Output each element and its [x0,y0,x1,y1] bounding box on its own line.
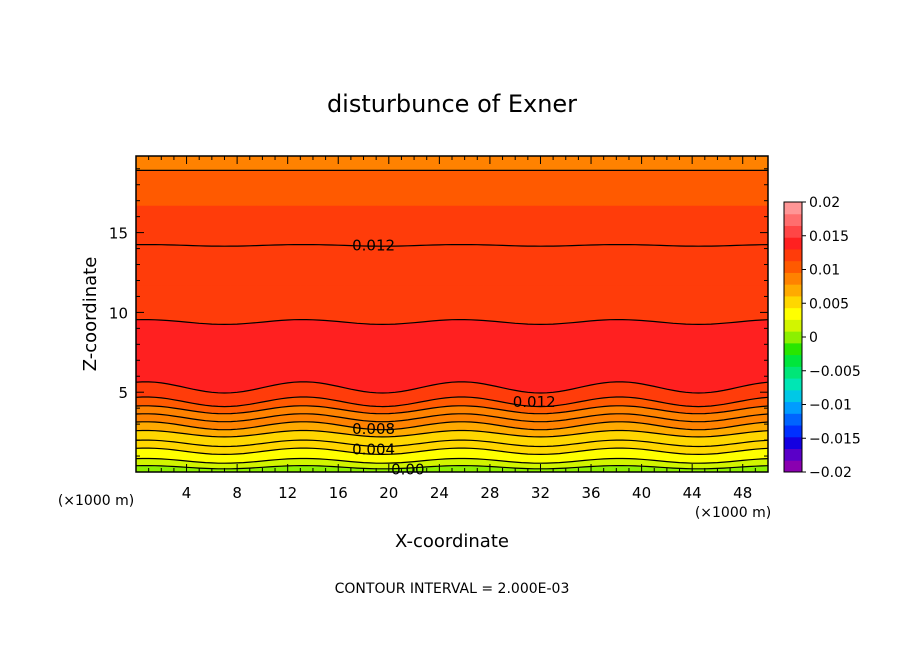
contour-line-0 [135,465,769,470]
contour-band-11 [135,285,769,325]
colorbar-cell [784,237,802,250]
x-tick-label: 12 [278,484,297,502]
x-tick-label: 8 [232,484,242,502]
contour-band-13 [135,205,769,247]
colorbar-cell [784,225,802,238]
contour-label-2: 0.008 [352,420,395,438]
colorbar-tick-label: 0 [809,330,818,346]
contour-interval-note: CONTOUR INTERVAL = 2.000E-03 [335,581,570,597]
colorbar-ticks: 0.02 0.015 0.01 0.005 0 −0.005 −0.01 −0.015 −0.0… [802,195,861,481]
colorbar-cell [784,460,802,473]
x-tick-label: 36 [581,484,600,502]
colorbar-cells [784,202,802,473]
chart-title: disturbunce of Exner [327,90,577,118]
contour-line-8 [135,396,769,408]
y-axis-label: Z-coordinate [80,257,101,372]
colorbar-cell [784,319,802,332]
contour-label-0: 0.012 [352,236,395,254]
contour-label-3: 0.004 [352,441,395,459]
contour-line-7 [135,405,769,415]
colorbar-cell [784,389,802,403]
contour-band-12 [135,244,769,286]
colorbar-tick-label: −0.02 [809,465,852,481]
contour-line-3 [135,439,769,448]
x-tick-label: 40 [632,484,651,502]
contour-lines [135,169,769,470]
colorbar-cell [784,342,802,356]
x-tick-label: 48 [733,484,752,502]
colorbar-cell [784,366,802,379]
colorbar-cell [784,295,802,309]
colorbar-cell [784,354,802,367]
y-tick-label: 15 [109,225,128,243]
colorbar-cell [784,248,802,262]
colorbar-tick-label: 0.01 [809,263,840,279]
y-tick-label: 10 [109,304,128,322]
contour-line-1 [135,457,769,464]
x-axis-label: X-coordinate [395,531,509,552]
colorbar-cell [784,260,802,273]
x-tick-label: 4 [182,484,192,502]
contour-line-5 [135,421,769,431]
x-tick-label: 44 [683,484,702,502]
contour-band-14 [135,170,769,206]
colorbar-tick-label: −0.01 [809,398,852,414]
colorbar-tick-label: −0.005 [809,364,861,380]
x-tick-label: 16 [329,484,348,502]
contour-line-6 [135,413,769,423]
x-tick-label: 32 [531,484,550,502]
colorbar-cell [784,413,802,426]
contour-line-9 [135,381,769,394]
contour-labels: 0.012 0.012 0.008 0.004 0.00 [352,236,556,479]
colorbar-cell [784,272,802,285]
colorbar-cell [784,202,802,215]
contour-line-10 [135,319,769,326]
contour-line-2 [135,447,769,456]
colorbar-tick-label: 0.005 [809,296,849,312]
colorbar-cell [784,448,802,461]
colorbar-cell [784,436,802,450]
y-axis-ticks: 5 10 15 [109,168,768,457]
x-axis-unit: (×1000 m) [695,505,771,521]
colorbar-cell [784,378,802,391]
contour-line-11 [136,244,769,247]
colorbar-cell [784,284,802,297]
colorbar-cell [784,425,802,438]
x-axis-ticks: 4 8 12 16 20 24 28 32 36 40 44 48 [148,156,756,502]
colorbar: 0.02 0.015 0.01 0.005 0 −0.005 −0.01 −0.015 −0.0… [783,195,861,481]
x-tick-label: 24 [430,484,449,502]
contour-line-4 [135,429,769,438]
x-tick-label: 28 [480,484,499,502]
contour-label-1: 0.012 [513,393,556,411]
colorbar-tick-label: 0.02 [809,195,840,211]
y-axis-unit: (×1000 m) [58,493,134,509]
colorbar-cell [784,401,802,414]
y-tick-label: 5 [118,384,128,402]
colorbar-cell [784,331,802,344]
filled-bands [135,155,769,473]
colorbar-tick-label: 0.015 [809,229,849,245]
colorbar-tick-label: −0.015 [809,431,861,447]
contour-label-4: 0.00 [391,461,424,479]
colorbar-cell [784,307,802,320]
colorbar-cell [784,213,802,226]
x-tick-label: 20 [379,484,398,502]
